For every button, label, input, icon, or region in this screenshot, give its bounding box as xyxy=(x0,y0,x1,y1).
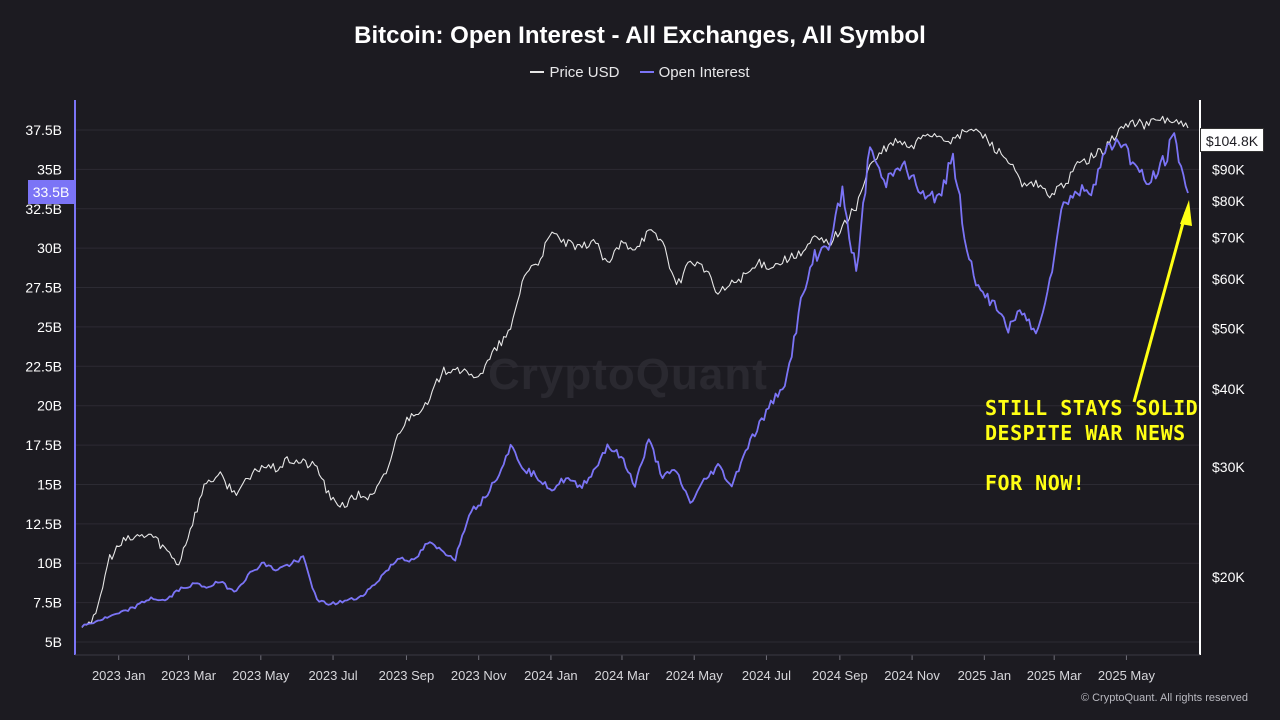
x-tick-label: 2023 Jan xyxy=(92,668,146,683)
open-interest-last-value-tag: 33.5B xyxy=(28,180,74,204)
axes: 5B 7.5B 10B 12.5B 15B 17.5B 20B 22.5B 25B 27.5B 30… xyxy=(25,100,1253,683)
y-left-tick-label: 27.5B xyxy=(25,280,62,296)
x-tick-label: 2023 Sep xyxy=(379,668,435,683)
x-tick-label: 2024 Mar xyxy=(595,668,651,683)
annotation-line-1: STILL STAYS SOLID xyxy=(985,396,1199,420)
watermark: CryptoQuant xyxy=(488,350,768,399)
legend-item-open-interest[interactable]: Open Interest xyxy=(639,64,750,81)
x-tick-label: 2023 Jul xyxy=(308,668,357,683)
chart-title: Bitcoin: Open Interest - All Exchanges, … xyxy=(354,22,926,49)
y-right-tick-label: $70K xyxy=(1212,229,1245,245)
annotation-arrow-head xyxy=(1180,200,1192,226)
y-left-tick-label: 22.5B xyxy=(25,358,62,374)
x-tick-label: 2024 Jul xyxy=(742,668,791,683)
x-tick-label: 2024 Jan xyxy=(524,668,578,683)
annotation-line-3: FOR NOW! xyxy=(985,471,1086,495)
annotation-line-2: DESPITE WAR NEWS xyxy=(985,421,1186,445)
y-left-tick-label: 37.5B xyxy=(25,122,62,138)
price-last-value-tag: $104.8K xyxy=(1200,128,1264,152)
y-right-tick-label: $80K xyxy=(1212,193,1245,209)
y-right-tick-label: $30K xyxy=(1212,459,1245,475)
x-tick-label: 2023 Mar xyxy=(161,668,217,683)
x-tick-label: 2023 Nov xyxy=(451,668,507,683)
x-tick-label: 2024 May xyxy=(666,668,724,683)
x-tick-label: 2025 Mar xyxy=(1027,668,1083,683)
annotation-arrow-shaft xyxy=(1132,211,1188,403)
y-left-tick-label: 5B xyxy=(45,634,62,650)
y-left-tick-label: 12.5B xyxy=(25,516,62,532)
series xyxy=(81,115,1189,628)
y-right-tick-label: $60K xyxy=(1212,271,1245,287)
series-line-price-usd xyxy=(81,115,1189,628)
y-left-tick-label: 7.5B xyxy=(33,595,62,611)
y-left-tick-label: 30B xyxy=(37,240,62,256)
y-left-tick-label: 20B xyxy=(37,398,62,414)
legend-swatch-open-interest xyxy=(639,71,654,74)
y-right-tick-label: $50K xyxy=(1212,321,1245,337)
x-tick-label: 2025 May xyxy=(1098,668,1156,683)
legend-swatch-price xyxy=(530,71,545,74)
y-left-tick-label: 35B xyxy=(37,161,62,177)
y-right-tick-label: $40K xyxy=(1212,381,1245,397)
y-left-tick-label: 32.5B xyxy=(25,201,62,217)
gridlines xyxy=(75,129,1200,643)
x-tick-label: 2024 Sep xyxy=(812,668,868,683)
annotation-arrow xyxy=(1132,200,1192,403)
y-left-tick-label: 15B xyxy=(37,476,62,492)
series-line-open-interest xyxy=(81,132,1189,628)
y-right-tick-label: $20K xyxy=(1212,569,1245,585)
x-tick-label: 2025 Jan xyxy=(958,668,1012,683)
y-left-tick-label: 17.5B xyxy=(25,437,62,453)
chart-legend: Price USD Open Interest xyxy=(0,64,1280,81)
y-left-tick-label: 25B xyxy=(37,319,62,335)
y-right-tick-label: $90K xyxy=(1212,161,1245,177)
copyright-notice: © CryptoQuant. All rights reserved xyxy=(1080,692,1248,704)
legend-label-price: Price USD xyxy=(549,64,620,81)
legend-item-price[interactable]: Price USD xyxy=(530,64,619,81)
x-tick-label: 2024 Nov xyxy=(884,668,940,683)
y-left-tick-label: 10B xyxy=(37,555,62,571)
legend-label-open-interest: Open Interest xyxy=(658,64,750,81)
x-tick-label: 2023 May xyxy=(232,668,290,683)
